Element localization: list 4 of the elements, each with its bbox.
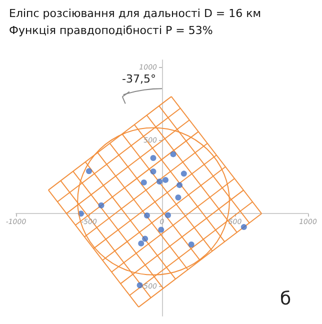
chart-subtitle: Функція правдоподібності P = 53% [9, 24, 213, 37]
chart-title: Еліпс розсіювання для дальності D = 16 км [9, 7, 262, 20]
annotation: -37,5° [122, 72, 156, 86]
annotation: б [280, 288, 292, 310]
